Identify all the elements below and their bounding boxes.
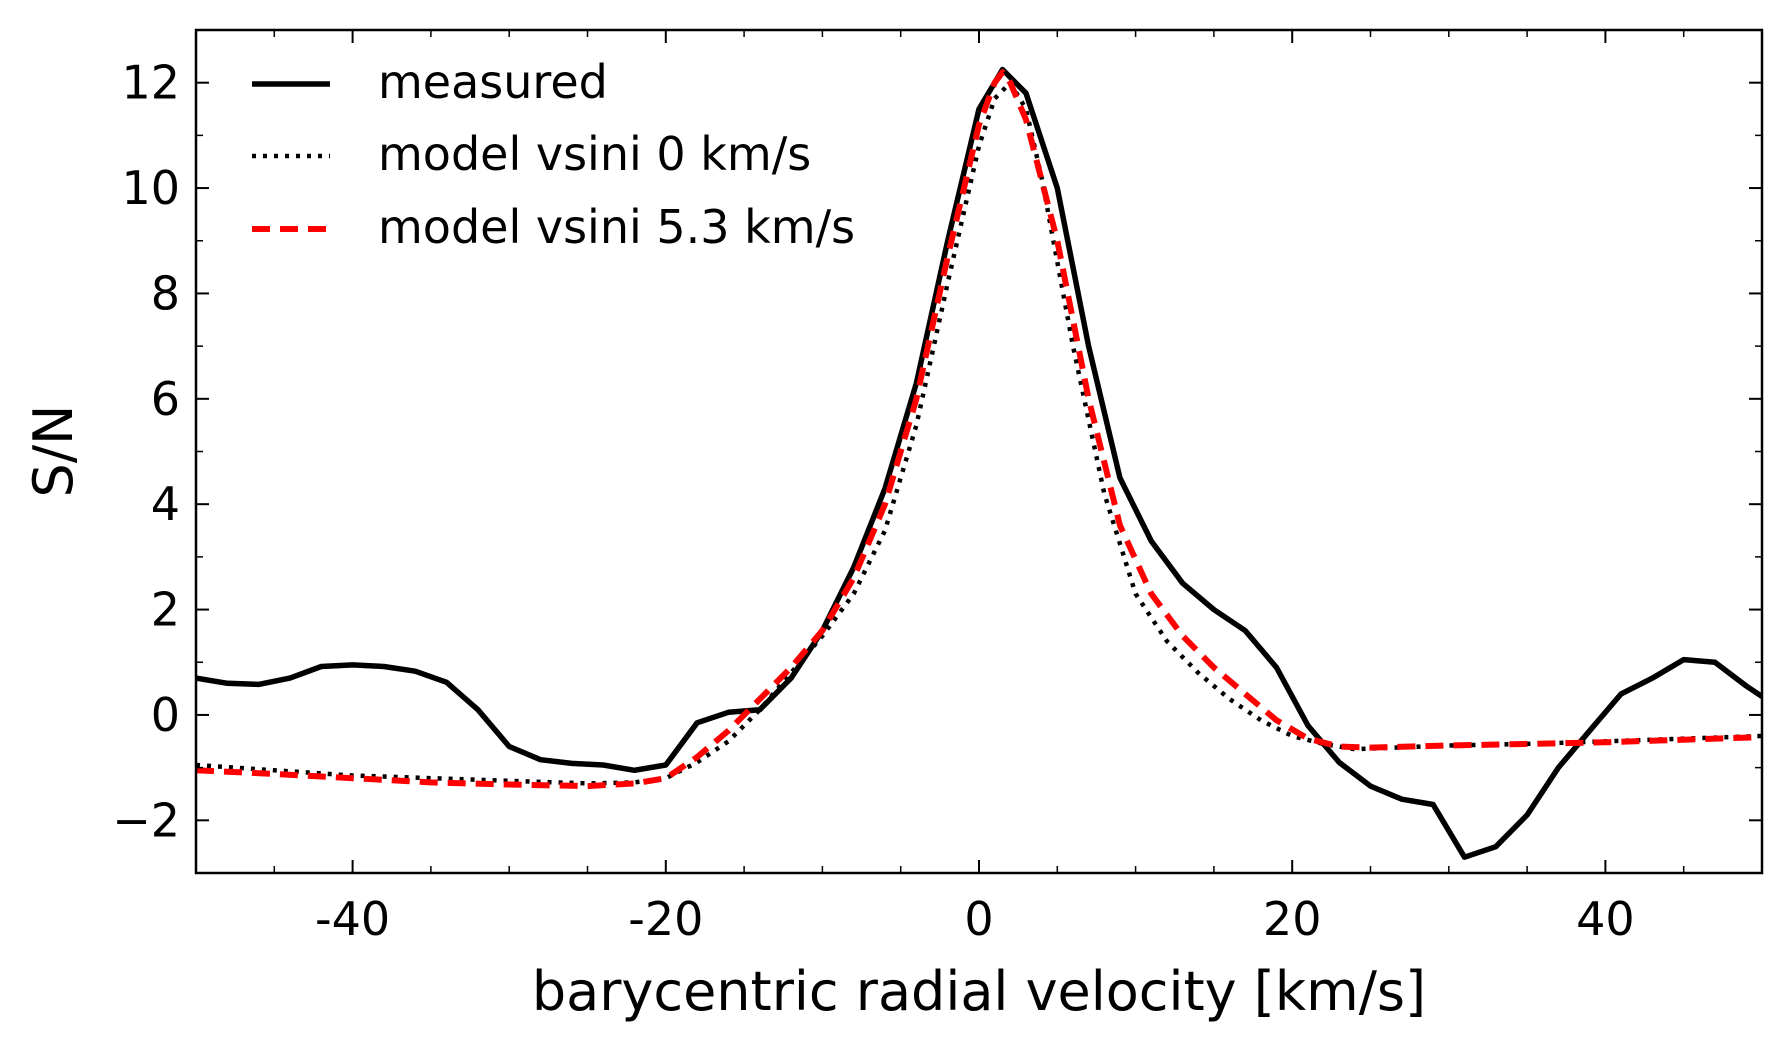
y-tick-label: 10 (121, 161, 180, 215)
x-tick-label: -20 (628, 892, 703, 946)
legend-label: measured (378, 55, 608, 109)
legend-label: model vsini 0 km/s (378, 127, 811, 181)
x-axis-label: barycentric radial velocity [km/s] (532, 960, 1426, 1023)
legend-label: model vsini 5.3 km/s (378, 200, 855, 254)
plot-frame (194, 28, 1764, 875)
y-tick-label: 2 (151, 583, 180, 637)
x-tick-label: 0 (964, 892, 993, 946)
y-tick-label: 0 (151, 688, 180, 742)
y-tick-label: 12 (121, 56, 180, 110)
x-tick-label: -40 (315, 892, 390, 946)
y-tick-label: −2 (112, 793, 180, 847)
y-tick-label: 4 (151, 477, 180, 531)
y-axis-label: S/N (22, 405, 85, 498)
series-line-measured (196, 66, 1762, 860)
x-tick-label: 20 (1263, 892, 1322, 946)
ticks-layer: -40 -20 0 20 40 −2 0 2 4 6 8 10 12 (112, 29, 1763, 946)
series-line-model-vsini-5-3-km-s (196, 69, 1762, 790)
x-tick-label: 40 (1576, 892, 1635, 946)
series-layer (196, 66, 1762, 860)
legend: measured model vsini 0 km/s model vsini 5.… (252, 55, 855, 254)
y-tick-label: 8 (151, 266, 180, 320)
y-tick-label: 6 (151, 372, 180, 426)
